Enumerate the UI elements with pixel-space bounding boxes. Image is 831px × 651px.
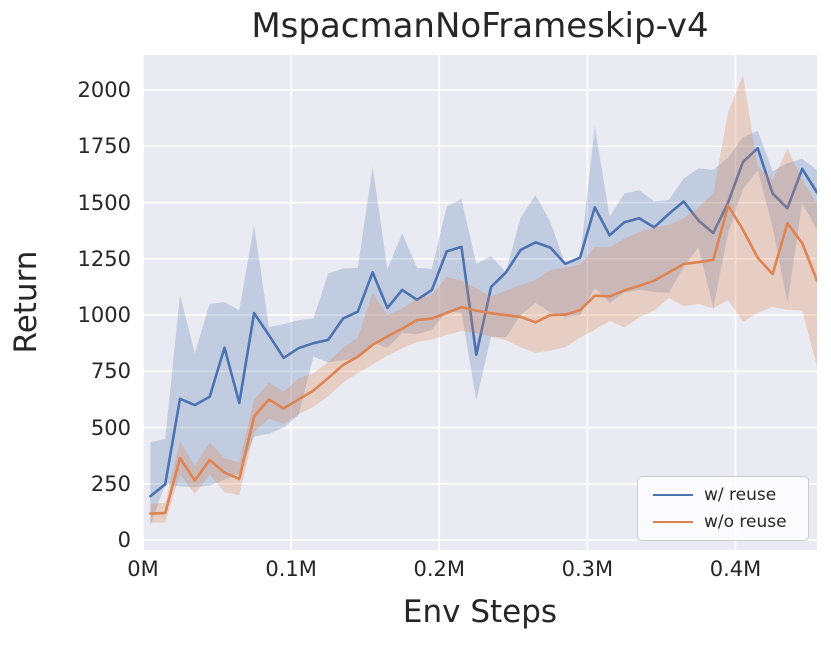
y-tick-label: 1000 [77, 303, 131, 328]
y-tick-label: 500 [90, 415, 131, 440]
legend-item-wo-reuse: w/o reuse [646, 512, 800, 532]
x-tick-label: 0.4M [709, 557, 762, 581]
y-tick-label: 1250 [77, 246, 131, 271]
y-tick-label: 750 [90, 359, 131, 384]
x-tick-label: 0.1M [265, 557, 317, 581]
legend-line-swatch [653, 521, 693, 523]
confidence-band-wo-reuse [150, 74, 817, 523]
legend-item-w-reuse: w/ reuse [646, 485, 800, 505]
y-tick-label: 1750 [77, 134, 131, 159]
x-axis-label: Env Steps [402, 594, 558, 630]
legend: w/ reuse w/o reuse [637, 476, 809, 541]
x-tick-label: 0.2M [413, 557, 466, 581]
chart-canvas [143, 55, 817, 550]
y-tick-label: 250 [90, 471, 131, 496]
legend-label: w/o reuse [704, 512, 787, 532]
y-tick-label: 2000 [77, 78, 131, 103]
mean-line-wo-reuse [149, 204, 817, 515]
legend-label: w/ reuse [704, 485, 777, 505]
x-tick-label: 0.3M [561, 557, 614, 581]
mean-line-w-reuse [149, 146, 817, 498]
legend-line-swatch [653, 494, 693, 496]
y-tick-label: 1500 [77, 190, 131, 215]
y-tick-label: 0 [117, 528, 131, 553]
x-tick-label: 0M [127, 557, 159, 581]
chart-title: MspacmanNoFrameskip-v4 [251, 6, 709, 46]
plot-area: w/ reuse w/o reuse [143, 55, 817, 550]
